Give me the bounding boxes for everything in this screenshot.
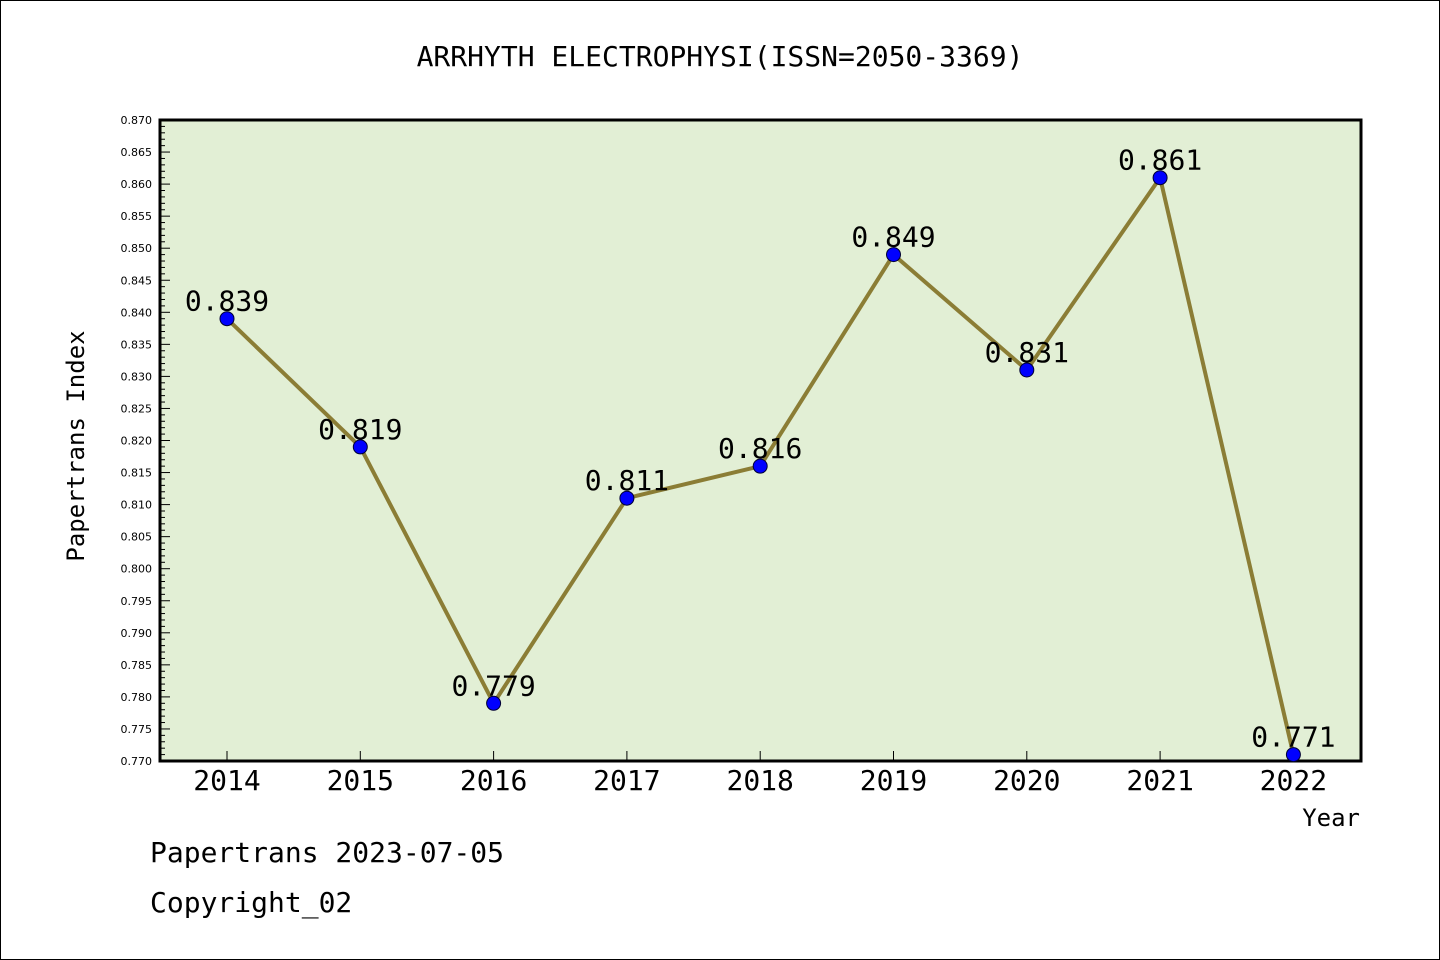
y-tick-label: 0.825 [121, 402, 153, 415]
data-point [1019, 362, 1035, 378]
y-tick-label: 0.870 [121, 114, 153, 127]
y-tick-label: 0.855 [121, 210, 153, 223]
data-point [619, 490, 635, 506]
data-point [1152, 170, 1168, 186]
y-tick-label: 0.770 [121, 755, 153, 768]
data-point [486, 695, 502, 711]
y-tick-label: 0.865 [121, 146, 153, 159]
y-axis: 0.770 0.775 0.780 0.785 0.790 0.795 0.800 0.805… [121, 114, 170, 768]
x-tick-label: 2018 [726, 764, 793, 797]
y-tick-label: 0.805 [121, 531, 153, 544]
data-label: 0.819 [318, 413, 402, 446]
y-tick-label: 0.845 [121, 274, 153, 287]
y-tick-label: 0.840 [121, 306, 153, 319]
data-label: 0.811 [585, 464, 669, 497]
data-point [1285, 747, 1301, 763]
data-label: 0.816 [718, 432, 802, 465]
x-axis: 2014 2015 2016 2017 2018 2019 2020 2021 2022 [193, 751, 1327, 797]
data-label: 0.839 [185, 285, 269, 318]
chart-title: ARRHYTH ELECTROPHYSI(ISSN=2050-3369) [417, 40, 1024, 73]
y-tick-label: 0.775 [121, 723, 153, 736]
y-tick-label: 0.780 [121, 691, 153, 704]
y-tick-label: 0.860 [121, 178, 153, 191]
data-label: 0.779 [451, 669, 535, 702]
data-label: 0.849 [851, 221, 935, 254]
y-tick-label: 0.800 [121, 563, 153, 576]
x-tick-label: 2020 [993, 764, 1060, 797]
y-tick-label: 0.835 [121, 338, 153, 351]
y-tick-label: 0.785 [121, 659, 153, 672]
x-tick-label: 2019 [860, 764, 927, 797]
x-tick-label: 2015 [327, 764, 394, 797]
x-axis-label: Year [1302, 804, 1360, 832]
y-tick-label: 0.810 [121, 499, 153, 512]
x-tick-label: 2017 [593, 764, 660, 797]
y-tick-label: 0.815 [121, 467, 153, 480]
data-point [752, 458, 768, 474]
y-tick-label: 0.790 [121, 627, 153, 640]
y-tick-label: 0.850 [121, 242, 153, 255]
data-point [352, 439, 368, 455]
data-label: 0.861 [1118, 144, 1202, 177]
x-tick-label: 2022 [1260, 764, 1327, 797]
x-tick-label: 2014 [193, 764, 260, 797]
y-tick-label: 0.820 [121, 435, 153, 448]
series-group: 0.839 0.819 0.779 0.811 0.816 0.849 0.831 0.861… [185, 144, 1336, 763]
source-footnote: Papertrans 2023-07-05 [150, 836, 505, 869]
data-label: 0.831 [985, 336, 1069, 369]
y-axis-label: Papertrans Index [62, 330, 90, 561]
data-label: 0.771 [1251, 721, 1335, 754]
x-tick-label: 2016 [460, 764, 527, 797]
y-tick-label: 0.795 [121, 595, 153, 608]
y-tick-label: 0.830 [121, 370, 153, 383]
x-tick-label: 2021 [1126, 764, 1193, 797]
data-point [886, 247, 901, 263]
copyright-footnote: Copyright_02 [150, 886, 353, 919]
data-point [219, 311, 235, 327]
